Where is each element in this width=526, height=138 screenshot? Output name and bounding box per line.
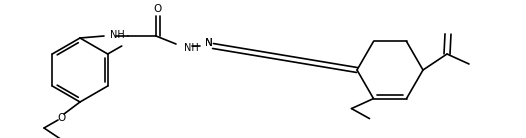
Text: N: N	[205, 38, 213, 48]
Text: NH: NH	[184, 43, 199, 53]
Text: NH: NH	[110, 30, 125, 40]
Text: N: N	[205, 38, 213, 48]
Text: O: O	[154, 4, 162, 14]
Text: O: O	[57, 113, 65, 123]
